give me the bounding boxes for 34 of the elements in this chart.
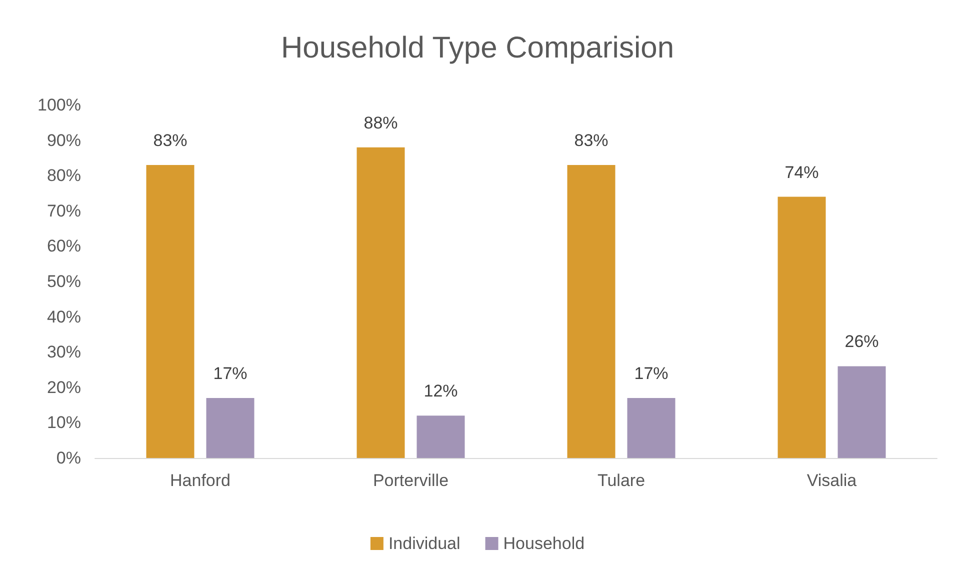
- x-tick-label: Hanford: [170, 471, 230, 490]
- x-tick-label: Tulare: [597, 471, 646, 490]
- bar: [416, 416, 465, 458]
- data-label: 17%: [213, 364, 248, 383]
- y-tick-label: 40%: [46, 307, 81, 326]
- y-tick-label: 100%: [38, 96, 81, 114]
- bar: [627, 398, 676, 458]
- data-label: 17%: [634, 364, 668, 383]
- legend-label: Household: [503, 534, 585, 553]
- data-label: 83%: [574, 131, 608, 150]
- y-tick-label: 70%: [46, 201, 81, 220]
- y-tick-label: 90%: [46, 130, 81, 150]
- bar: [356, 147, 405, 458]
- y-tick-label: 20%: [46, 378, 81, 397]
- data-label: 74%: [784, 162, 819, 182]
- legend-label: Individual: [388, 534, 460, 553]
- bar: [567, 165, 616, 458]
- bar: [206, 398, 254, 458]
- x-tick-label: Porterville: [372, 471, 449, 490]
- y-tick-label: 50%: [46, 272, 81, 291]
- chart-title: Household Type Comparision: [280, 32, 674, 64]
- data-label: 88%: [364, 113, 398, 132]
- data-label: 83%: [153, 131, 188, 150]
- data-label: 12%: [424, 382, 458, 401]
- y-tick-label: 30%: [46, 342, 81, 362]
- x-tick-label: Visalia: [806, 471, 858, 490]
- bar: [146, 165, 194, 458]
- y-tick-label: 0%: [56, 448, 81, 468]
- bar: [778, 196, 826, 458]
- bar: [838, 366, 886, 458]
- y-tick-label: 10%: [46, 413, 81, 432]
- y-tick-label: 80%: [46, 166, 81, 186]
- y-tick-label: 60%: [46, 236, 81, 256]
- data-label: 26%: [844, 332, 879, 352]
